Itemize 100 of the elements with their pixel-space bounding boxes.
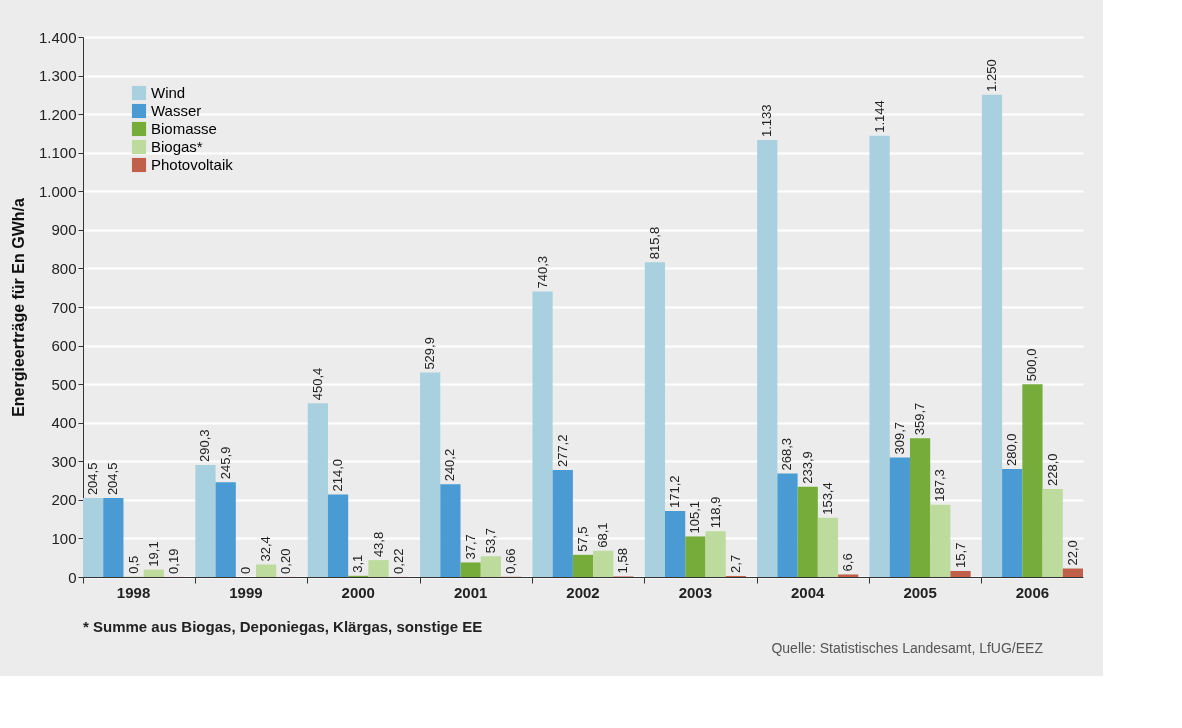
bar — [869, 135, 890, 577]
data-label: 204,5 — [85, 462, 101, 496]
bar — [705, 531, 726, 577]
data-label: 118,9 — [707, 496, 723, 529]
data-label: 187,3 — [932, 469, 948, 502]
data-label: 233,9 — [799, 451, 815, 484]
y-tick-label: 1.300 — [38, 67, 77, 85]
bar — [368, 560, 389, 577]
bar — [572, 554, 594, 577]
data-label: 240,2 — [442, 448, 458, 482]
text: * Summe aus Biogas, Deponiegas, Klärgas, sonstige EE — [83, 618, 483, 635]
x-tick-label: 2004 — [791, 583, 826, 601]
data-label: 37,7 — [462, 534, 478, 560]
bar — [593, 550, 614, 577]
bar — [83, 498, 104, 577]
y-tick-label: 1.000 — [38, 182, 77, 200]
data-label: 290,3 — [197, 429, 213, 463]
y-tick-label: 1.100 — [38, 144, 77, 162]
data-label: 43,8 — [370, 531, 386, 558]
y-axis-title: Energieerträge für En GWh/a — [9, 198, 27, 417]
data-label: 268,3 — [779, 437, 795, 471]
bar — [1022, 384, 1043, 577]
data-label: 68,1 — [595, 522, 611, 548]
legend-label: Biogas* — [151, 138, 203, 155]
bar — [930, 504, 951, 577]
bar — [909, 438, 931, 577]
bar — [757, 139, 778, 577]
data-label: 0,66 — [503, 548, 519, 574]
legend-label: Wind — [151, 84, 186, 101]
data-label: 0 — [237, 566, 253, 574]
y-tick-label: 600 — [51, 337, 77, 355]
y-tick-label: 800 — [51, 259, 77, 277]
bar — [103, 498, 124, 577]
x-tick-label: 1998 — [116, 583, 151, 601]
bar — [1062, 568, 1083, 577]
source-note: Quelle: Statistisches Landesamt, LfUG/EEZ — [771, 640, 1044, 656]
bar — [143, 569, 164, 577]
x-tick-label: 2002 — [566, 583, 600, 601]
x-tick-label: 2000 — [341, 583, 375, 601]
data-label: 228,0 — [1044, 453, 1060, 487]
bar — [889, 457, 910, 577]
bar — [644, 262, 666, 577]
legend-label: Photovoltaik — [151, 156, 234, 173]
data-label: 1.144 — [871, 100, 887, 133]
data-label: 6,6 — [840, 553, 856, 572]
bar — [685, 536, 706, 577]
data-label: 1.133 — [759, 104, 775, 137]
data-label: 19,1 — [145, 541, 161, 567]
data-label: 1,58 — [615, 548, 631, 574]
data-label: 0,19 — [166, 548, 182, 574]
data-label: 2,7 — [727, 554, 743, 573]
x-tick-label: 2003 — [678, 583, 713, 601]
y-tick-label: 300 — [51, 452, 77, 470]
data-label: 0,20 — [278, 548, 294, 574]
y-tick-label: 1.200 — [38, 105, 77, 123]
bar — [797, 486, 818, 577]
data-label: 529,9 — [422, 337, 438, 370]
data-label: 1.250 — [983, 59, 999, 92]
bar — [817, 517, 839, 577]
x-tick-label: 1999 — [229, 583, 263, 601]
data-label: 32,4 — [258, 536, 274, 562]
bar — [1002, 469, 1023, 577]
y-tick-label: 1.400 — [38, 28, 77, 46]
bar — [532, 291, 553, 577]
data-label: 740,3 — [534, 255, 550, 289]
data-label: 214,0 — [330, 458, 346, 492]
bar — [838, 574, 859, 577]
data-label: 15,7 — [952, 542, 968, 568]
bar — [256, 564, 277, 577]
y-tick-label: 0 — [68, 568, 77, 586]
data-label: 359,7 — [912, 402, 928, 436]
y-tick-label: 200 — [51, 491, 77, 509]
y-tick-label: 400 — [51, 414, 77, 432]
data-label: 57,5 — [575, 526, 590, 552]
data-label: 171,2 — [667, 475, 683, 508]
x-tick-label: 2005 — [903, 583, 937, 601]
data-label: 3,1 — [350, 554, 366, 573]
bar — [480, 556, 501, 577]
x-tick-label: 2006 — [1015, 583, 1050, 601]
data-label: 53,7 — [482, 527, 498, 554]
bar — [981, 94, 1003, 577]
data-label: 0,5 — [125, 555, 141, 574]
data-label: 277,2 — [554, 434, 570, 468]
x-tick-label: 2001 — [453, 583, 488, 601]
bar — [215, 482, 236, 577]
data-label: 0,22 — [390, 548, 406, 574]
data-label: 450,4 — [309, 367, 325, 401]
y-tick-label: 900 — [51, 221, 77, 239]
bar — [307, 403, 328, 577]
bar — [195, 465, 216, 577]
data-label: 22,0 — [1064, 540, 1080, 566]
bar — [950, 570, 971, 577]
bar — [552, 470, 573, 577]
bar — [327, 494, 349, 577]
bar — [460, 562, 481, 577]
bar — [440, 484, 461, 577]
data-label: 309,7 — [891, 422, 907, 455]
y-tick-label: 100 — [51, 529, 77, 547]
legend-label: Wasser — [151, 102, 202, 119]
data-label: 105,1 — [687, 500, 703, 534]
